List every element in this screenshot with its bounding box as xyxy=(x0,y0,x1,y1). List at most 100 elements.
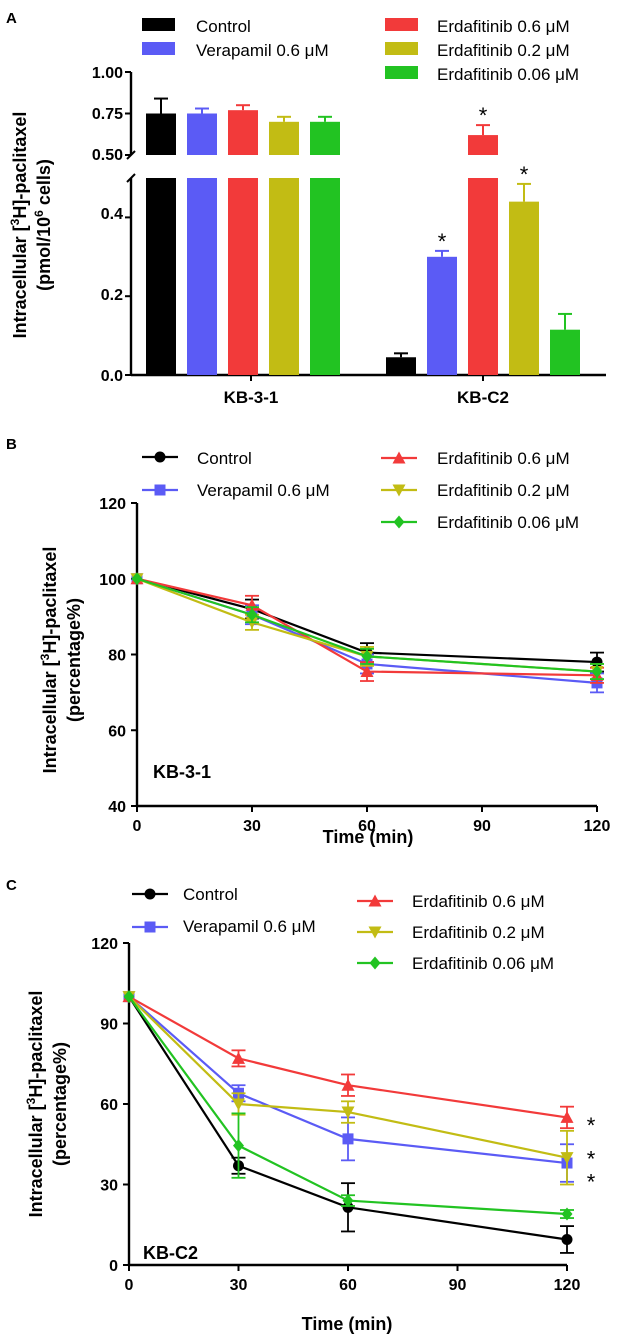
svg-text:Intracellular [3H]-paclitaxel: Intracellular [3H]-paclitaxel xyxy=(38,547,60,774)
legend-label-erda-0-06: Erdafitinib 0.06 μM xyxy=(437,65,579,84)
b-legend-marker-control xyxy=(154,451,166,463)
a-ytick-upper-0: 0.50 xyxy=(92,147,123,164)
bar-erda02-0-lower xyxy=(269,178,299,375)
c-xtick-label-3: 90 xyxy=(449,1277,467,1294)
a-ylabel-sup1: 3 xyxy=(8,218,22,225)
legend-swatch-erda-0-6 xyxy=(385,18,418,31)
c-point-erda06-3 xyxy=(560,1110,574,1123)
a-ylabel-part1: Intracellular [ xyxy=(10,225,30,338)
c-legend-marker-verapamil xyxy=(144,921,156,933)
c-legend-label-erda-0-2: Erdafitinib 0.2 μM xyxy=(412,923,545,942)
a-ytick-upper-2: 1.00 xyxy=(92,65,123,82)
c-ylabel-sup1: 3 xyxy=(24,1097,38,1104)
c-legend-label-control: Control xyxy=(183,885,238,904)
c-line-erda006 xyxy=(128,996,568,1216)
b-legend-label-verapamil: Verapamil 0.6 μM xyxy=(197,481,330,500)
c-line-erda02 xyxy=(128,995,568,1159)
c-ylabel-part1: Intracellular [ xyxy=(26,1104,46,1217)
panel-a-y-axis-title: Intracellular [3H]-paclitaxel (pmol/106 … xyxy=(8,112,54,339)
c-annotation: KB-C2 xyxy=(143,1243,198,1263)
c-xtick-label-4: 120 xyxy=(554,1277,581,1294)
c-point-erda02-2 xyxy=(341,1106,355,1119)
c-legend-label-erda-0-6: Erdafitinib 0.6 μM xyxy=(412,892,545,911)
b-ytick-label-0: 40 xyxy=(108,799,126,816)
c-point-erda006-2 xyxy=(342,1194,354,1208)
b-legend-label-control: Control xyxy=(197,449,252,468)
b-legend-marker-verapamil xyxy=(154,484,166,496)
b-xtick-label-4: 120 xyxy=(584,818,611,835)
c-ylabel-line2: (percentage%) xyxy=(50,1042,70,1166)
legend-item-erda-0-6: Erdafitinib 0.6 μM xyxy=(385,17,570,36)
a-ytick-upper-1: 0.75 xyxy=(92,106,123,123)
b-legend-label-erda-0-6: Erdafitinib 0.6 μM xyxy=(437,449,570,468)
a-break-mark-lower xyxy=(126,173,136,183)
b-xtick-label-3: 90 xyxy=(473,818,491,835)
c-ytick-label-0: 0 xyxy=(109,1258,118,1275)
b-xtick-label-1: 30 xyxy=(243,818,261,835)
b-point-erda06-2 xyxy=(360,665,374,678)
c-line-erda06 xyxy=(128,995,568,1119)
panel-label-c: C xyxy=(6,877,17,894)
sig-star-erda02-1: * xyxy=(520,162,529,187)
b-annotation: KB-3-1 xyxy=(153,762,211,782)
c-xaxis-title: Time (min) xyxy=(302,1314,393,1334)
panel-c-axes: 0 30 60 90 120 0 30 60 90 120 xyxy=(91,936,580,1294)
legend-item-erda-0-06: Erdafitinib 0.06 μM xyxy=(385,65,579,84)
c-legend-marker-erda06 xyxy=(368,894,382,907)
c-point-erda06-2 xyxy=(341,1078,355,1091)
bar-erda02-1 xyxy=(509,201,539,375)
bar-verapamil-0-lower xyxy=(187,178,217,375)
bar-erda02-0 xyxy=(269,121,299,155)
bar-erda006-0 xyxy=(310,121,340,155)
c-point-verapamil-2 xyxy=(342,1133,354,1145)
c-line-verapamil xyxy=(128,995,568,1165)
c-point-erda02-1 xyxy=(232,1098,245,1111)
b-point-erda006-1 xyxy=(246,608,258,622)
c-ytick-label-1: 30 xyxy=(100,1178,118,1195)
c-ytick-label-3: 90 xyxy=(100,1017,118,1034)
legend-item-control: Control xyxy=(142,17,251,36)
legend-item-verapamil: Verapamil 0.6 μM xyxy=(142,41,329,60)
c-ytick-label-2: 60 xyxy=(100,1097,118,1114)
c-legend-marker-erda02 xyxy=(368,926,382,939)
panel-b-legend: Control Verapamil 0.6 μM Erdafitinib 0.6… xyxy=(142,449,579,532)
legend-label-erda-0-6: Erdafitinib 0.6 μM xyxy=(437,17,570,36)
a-ytick-lower-1: 0.2 xyxy=(101,287,123,304)
b-legend-marker-erda02 xyxy=(392,484,406,497)
b-point-erda006-3 xyxy=(591,665,603,679)
panel-a-ticks: 0.0 0.2 0.4 0.50 0.75 1.00 KB-3-1 KB-C2 xyxy=(92,65,509,407)
bar-erda06-1-lower xyxy=(468,178,498,375)
panel-b-axes: 40 60 80 100 120 0 30 60 90 120 xyxy=(99,496,610,835)
panel-a-bar-chart: Control Verapamil 0.6 μM Erdafitinib 0.6… xyxy=(8,17,606,407)
c-line-control xyxy=(128,996,568,1241)
c-point-control-2 xyxy=(342,1201,354,1213)
a-ylabel-part3: (pmol/10 xyxy=(34,217,54,291)
b-legend-label-erda-0-2: Erdafitinib 0.2 μM xyxy=(437,481,570,500)
svg-text:(pmol/106 cells): (pmol/106 cells) xyxy=(32,159,54,291)
legend-swatch-erda-0-06 xyxy=(385,66,418,79)
b-point-erda006-0 xyxy=(131,572,143,586)
a-xtick-kb31: KB-3-1 xyxy=(224,388,279,407)
b-ylabel-sup1: 3 xyxy=(38,653,52,660)
bar-control-0 xyxy=(146,113,176,155)
b-ytick-label-4: 120 xyxy=(99,496,126,513)
b-point-erda006-2 xyxy=(361,649,373,663)
c-xtick-label-0: 0 xyxy=(125,1277,134,1294)
bar-erda006-0-lower xyxy=(310,178,340,375)
svg-text:Intracellular [3H]-paclitaxel: Intracellular [3H]-paclitaxel xyxy=(8,112,30,339)
c-xtick-label-1: 30 xyxy=(230,1277,248,1294)
legend-swatch-control xyxy=(142,18,175,31)
c-ylabel-part2: H]-paclitaxel xyxy=(26,991,46,1098)
b-line-control xyxy=(136,577,598,664)
b-ylabel-part2: H]-paclitaxel xyxy=(40,547,60,654)
c-legend-marker-erda006 xyxy=(369,956,381,970)
c-point-erda02-3 xyxy=(560,1152,574,1165)
b-xaxis-title: Time (min) xyxy=(323,827,414,847)
legend-swatch-verapamil xyxy=(142,42,175,55)
svg-text:Intracellular [3H]-paclitaxel: Intracellular [3H]-paclitaxel xyxy=(24,991,46,1218)
c-ytick-label-4: 120 xyxy=(91,936,118,953)
bar-control-0-lower xyxy=(146,178,176,375)
legend-label-control: Control xyxy=(196,17,251,36)
c-point-control-3 xyxy=(561,1234,573,1246)
